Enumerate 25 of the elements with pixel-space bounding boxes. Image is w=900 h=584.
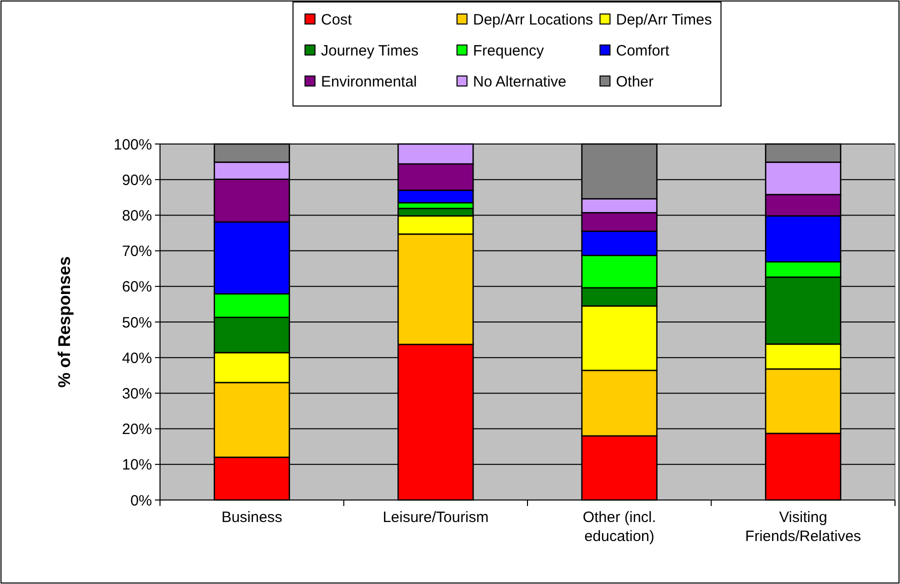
y-tick-label: 70% — [122, 243, 152, 260]
legend-label: Frequency — [473, 42, 544, 60]
y-tick-label: 80% — [122, 207, 152, 224]
y-tick-label: 30% — [122, 385, 152, 402]
y-tick-label: 20% — [122, 421, 152, 438]
y-tick-label: 0% — [130, 492, 152, 510]
y-tick-label: 40% — [122, 350, 152, 367]
legend-label: Cost — [321, 11, 353, 28]
x-tick-label: Visiting Friends/Relatives — [745, 509, 862, 545]
legend-label: No Alternative — [473, 73, 566, 90]
legend-label: Environmental — [321, 73, 417, 90]
legend-label: Dep/Arr Times — [616, 11, 712, 28]
legend-label: Other — [616, 73, 654, 90]
y-tick-label: 60% — [122, 278, 152, 296]
y-tick-label: 50% — [122, 314, 152, 332]
y-tick-label: 100% — [114, 136, 152, 154]
legend-label: Comfort — [616, 42, 670, 60]
legend-label: Journey Times — [321, 42, 419, 60]
legend-label: Dep/Arr Locations — [473, 11, 594, 28]
x-tick-label: Business — [221, 509, 282, 526]
x-tick-label: Leisure/Tourism — [382, 509, 489, 526]
y-tick-label: 90% — [122, 172, 152, 189]
y-tick-label: 10% — [122, 456, 152, 474]
y-axis-title: % of Responses — [55, 256, 74, 388]
x-tick-label: Other (incl. education) — [582, 509, 656, 545]
